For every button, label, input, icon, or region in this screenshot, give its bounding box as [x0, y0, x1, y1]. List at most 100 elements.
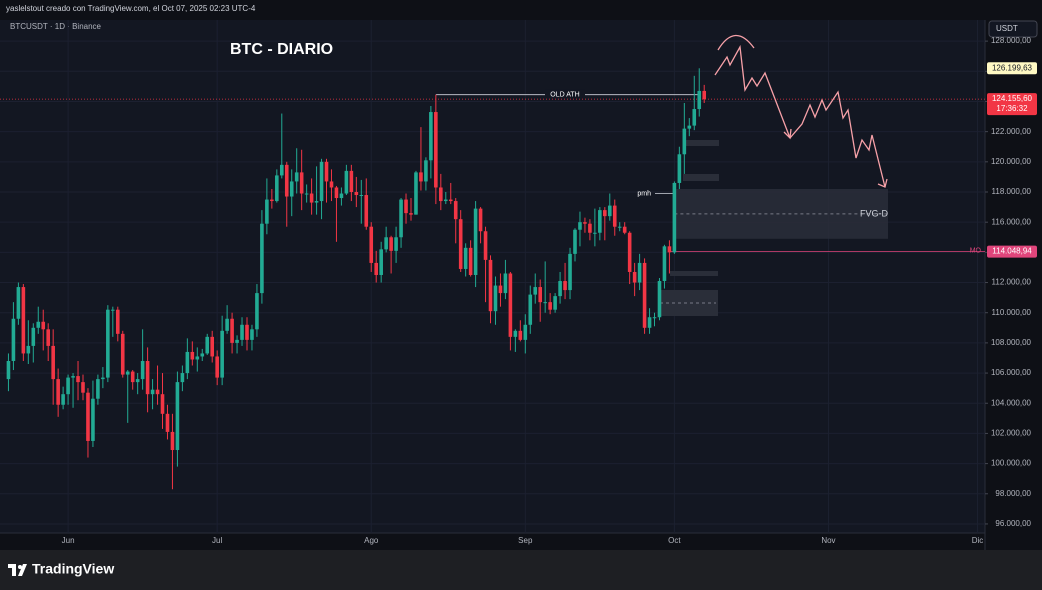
mo-name: MO: [970, 247, 982, 254]
candle-body: [76, 376, 80, 383]
candle-body: [185, 351, 190, 374]
candle-body: [210, 336, 215, 357]
candle-body: [429, 112, 433, 161]
candle-body: [329, 181, 334, 188]
candle-body: [617, 226, 622, 228]
candle-body: [627, 232, 632, 272]
candle-body: [275, 175, 279, 202]
brand: TradingView: [32, 561, 114, 577]
y-tick-label: 112.000,00: [992, 278, 1032, 287]
candle-body: [697, 90, 702, 110]
candle-body: [364, 195, 369, 227]
candle-body: [672, 182, 677, 253]
candle-body: [647, 317, 652, 328]
symbol: BTCUSDT · 1D · Binance: [10, 22, 102, 31]
y-tick-label: 120.000,00: [991, 157, 1032, 166]
y-tick-label: 98.000,00: [995, 489, 1031, 498]
candle-body: [558, 281, 562, 297]
candle-body: [165, 413, 170, 432]
candle-body: [250, 329, 254, 340]
candle-body: [458, 219, 463, 269]
candle-body: [399, 199, 403, 238]
footer-bar: [0, 550, 1042, 590]
candle-body: [101, 377, 105, 380]
x-tick-label: Dic: [972, 536, 984, 545]
candle-body: [200, 353, 205, 357]
candle-body: [424, 160, 428, 182]
candle-body: [344, 170, 349, 194]
candle-body: [687, 125, 692, 129]
projection-arrow: [877, 178, 888, 188]
candle-body: [622, 226, 627, 233]
candle-body: [51, 345, 55, 380]
candle-body: [71, 376, 75, 378]
candle-body: [41, 321, 46, 330]
candle-body: [578, 222, 582, 230]
candle-body: [135, 379, 140, 383]
candle-body: [448, 199, 453, 202]
candle-body: [528, 294, 533, 325]
candle-body: [26, 345, 31, 354]
currency-box: [988, 20, 1038, 38]
candle-body: [538, 287, 543, 303]
candle-body: [215, 356, 219, 378]
candle-body: [279, 164, 284, 176]
candle-body: [319, 161, 324, 202]
candle-body: [170, 431, 175, 451]
logo-mark: [8, 564, 27, 576]
candle-body: [677, 154, 682, 183]
candle-body: [603, 210, 607, 217]
x-tick-label: Jun: [62, 536, 75, 545]
chart-title: BTC - DIARIO: [230, 41, 333, 58]
candle-body: [205, 336, 210, 354]
candle-body: [389, 237, 393, 251]
candle-body: [508, 273, 513, 337]
candle-body: [523, 324, 528, 340]
candle-body: [632, 271, 637, 283]
candle-body: [56, 379, 60, 405]
candle-body: [637, 262, 642, 283]
candle-body: [414, 172, 418, 215]
y-tick-label: 122.000,00: [991, 127, 1032, 136]
candle-body: [294, 172, 299, 182]
last-price-bg: [987, 93, 1037, 116]
candle-body: [702, 90, 707, 100]
candle-body: [255, 293, 259, 330]
candle-body: [359, 195, 364, 197]
projection: [714, 34, 888, 188]
candle-body: [339, 193, 344, 199]
candle-body: [150, 389, 155, 395]
candle-body: [434, 112, 438, 188]
candle-body: [31, 327, 36, 346]
candle-body: [240, 324, 244, 340]
candle-body: [16, 287, 21, 319]
candle-body: [160, 394, 165, 414]
candle-body: [419, 172, 423, 182]
candle-body: [61, 394, 65, 405]
candle-body: [324, 161, 329, 182]
x-tick-label: Nov: [821, 536, 835, 545]
candle-body: [235, 339, 239, 343]
candle-body: [81, 382, 85, 393]
candle-body: [498, 285, 503, 294]
candle-body: [404, 199, 408, 214]
candle-body: [439, 187, 443, 202]
candle-body: [563, 281, 567, 291]
candle-body: [304, 193, 309, 195]
countdown: 17:36:32: [996, 104, 1028, 113]
x-tick-label: Sep: [518, 536, 533, 545]
candle-body: [125, 371, 130, 375]
candle-body: [86, 392, 90, 441]
candle-body: [145, 360, 150, 395]
candle-body: [190, 351, 195, 360]
candle-body: [548, 302, 552, 310]
projection-arc: [717, 34, 755, 51]
annotation: pmh: [637, 190, 651, 197]
y-tick-label: 102.000,00: [991, 429, 1032, 438]
annotation: FVG-D: [860, 208, 888, 218]
candle-body: [409, 213, 413, 215]
candle-body: [612, 205, 617, 227]
zone: [683, 174, 719, 181]
candle-body: [175, 382, 180, 451]
candle-body: [21, 287, 26, 354]
